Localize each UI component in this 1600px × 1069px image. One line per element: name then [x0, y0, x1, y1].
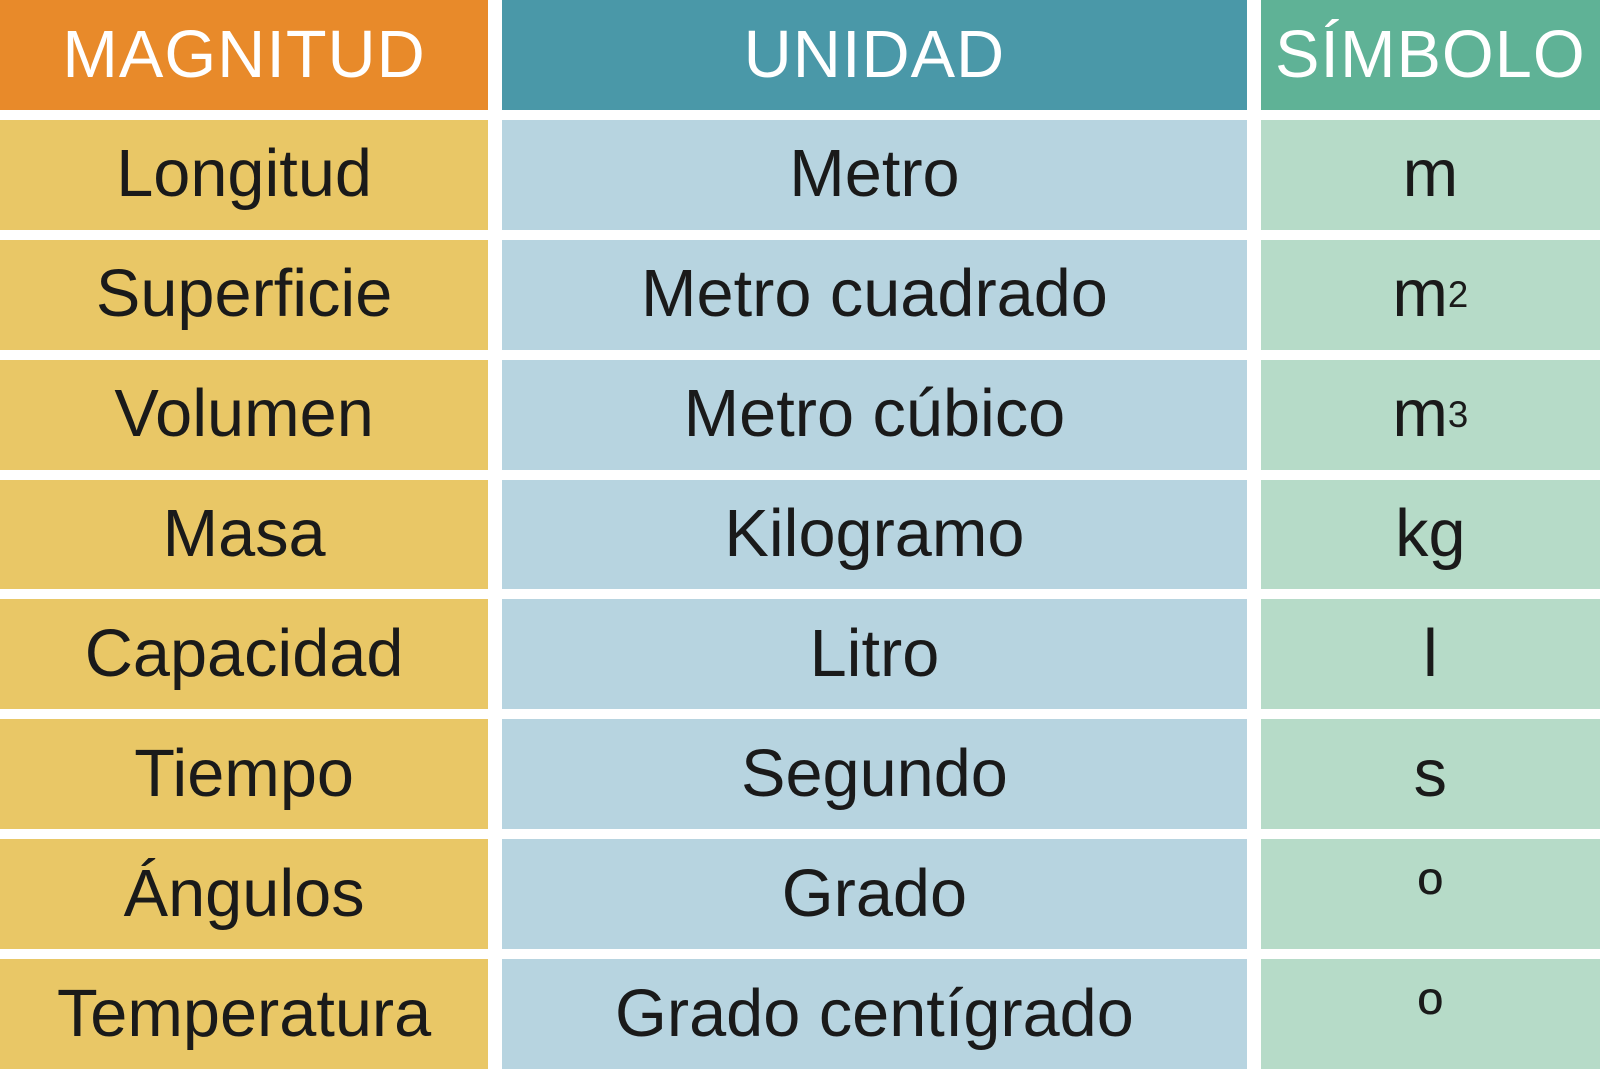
cell-simbolo: º: [1261, 959, 1600, 1069]
table-row: Superficie Metro cuadrado m2: [0, 240, 1600, 350]
cell-magnitud: Tiempo: [0, 719, 488, 829]
cell-magnitud: Volumen: [0, 360, 488, 470]
cell-simbolo: s: [1261, 719, 1600, 829]
cell-simbolo: l: [1261, 599, 1600, 709]
cell-unidad: Grado: [502, 839, 1247, 949]
cell-magnitud: Capacidad: [0, 599, 488, 709]
table-row: Tiempo Segundo s: [0, 719, 1600, 829]
cell-magnitud: Ángulos: [0, 839, 488, 949]
cell-magnitud: Temperatura: [0, 959, 488, 1069]
cell-magnitud: Masa: [0, 480, 488, 590]
cell-unidad: Metro cuadrado: [502, 240, 1247, 350]
table-row: Longitud Metro m: [0, 120, 1600, 230]
table-row: Masa Kilogramo kg: [0, 480, 1600, 590]
cell-magnitud: Superficie: [0, 240, 488, 350]
cell-simbolo: kg: [1261, 480, 1600, 590]
col-header-unidad: UNIDAD: [502, 0, 1247, 110]
cell-simbolo: m2: [1261, 240, 1600, 350]
cell-unidad: Metro cúbico: [502, 360, 1247, 470]
table-row: Capacidad Litro l: [0, 599, 1600, 709]
cell-unidad: Kilogramo: [502, 480, 1247, 590]
col-header-simbolo: SÍMBOLO: [1261, 0, 1600, 110]
cell-simbolo: m: [1261, 120, 1600, 230]
cell-magnitud: Longitud: [0, 120, 488, 230]
table-row: Ángulos Grado º: [0, 839, 1600, 949]
cell-unidad: Metro: [502, 120, 1247, 230]
cell-unidad: Segundo: [502, 719, 1247, 829]
cell-unidad: Grado centígrado: [502, 959, 1247, 1069]
table-header-row: MAGNITUD UNIDAD SÍMBOLO: [0, 0, 1600, 110]
table-row: Volumen Metro cúbico m3: [0, 360, 1600, 470]
units-table: MAGNITUD UNIDAD SÍMBOLO Longitud Metro m…: [0, 0, 1600, 1069]
cell-simbolo: m3: [1261, 360, 1600, 470]
cell-unidad: Litro: [502, 599, 1247, 709]
table-row: Temperatura Grado centígrado º: [0, 959, 1600, 1069]
cell-simbolo: º: [1261, 839, 1600, 949]
col-header-magnitud: MAGNITUD: [0, 0, 488, 110]
